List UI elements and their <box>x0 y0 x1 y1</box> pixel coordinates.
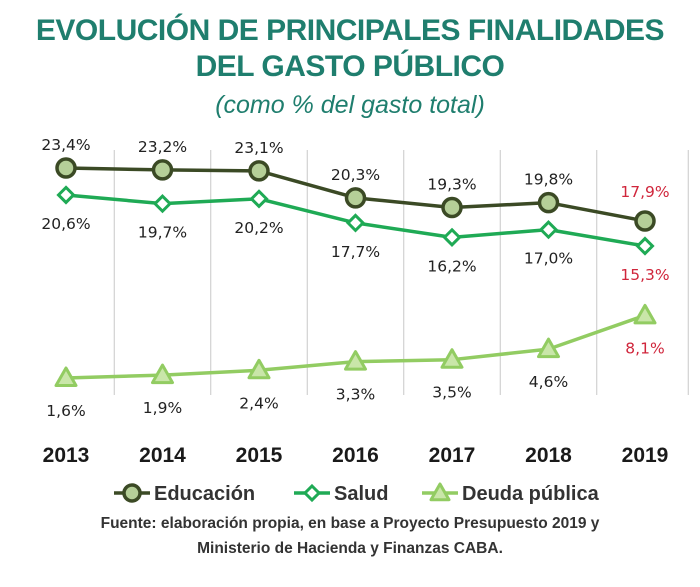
data-label-deuda-publica: 4,6% <box>529 373 568 391</box>
legend-marker-deuda-publica <box>429 482 451 502</box>
chart-subtitle: (como % del gasto total) <box>215 91 485 119</box>
point-educacion <box>151 159 174 181</box>
point-deuda-publica <box>344 350 367 371</box>
source-note-line1: Fuente: elaboración propia, en base a Pr… <box>100 515 600 532</box>
x-tick-label: 2018 <box>525 444 572 467</box>
data-label-salud: 17,0% <box>524 250 573 268</box>
point-salud <box>442 227 462 247</box>
point-deuda-publica <box>440 348 464 369</box>
x-tick-label: 2016 <box>332 444 379 467</box>
data-label-educacion: 23,2% <box>138 138 187 156</box>
point-educacion <box>248 160 270 182</box>
point-deuda-publica <box>54 366 78 387</box>
x-tick-label: 2015 <box>236 444 283 467</box>
point-educacion <box>441 196 463 219</box>
point-educacion <box>344 187 367 209</box>
point-salud <box>635 236 655 256</box>
point-salud <box>56 185 76 205</box>
point-educacion <box>55 157 77 179</box>
data-label-deuda-publica: 1,9% <box>143 399 182 417</box>
data-label-salud: 16,2% <box>427 257 476 275</box>
x-tick-label: 2013 <box>43 444 90 467</box>
point-salud <box>538 220 559 240</box>
data-label-educacion: 19,3% <box>427 175 476 193</box>
data-label-deuda-publica: 3,3% <box>336 386 375 404</box>
x-tick-label: 2019 <box>622 444 669 467</box>
x-tick-label: 2017 <box>429 444 476 467</box>
legend-label-deuda-publica: Deuda pública <box>462 483 600 505</box>
source-note-line2: Ministerio de Hacienda y Finanzas CABA. <box>197 540 503 557</box>
data-label-salud: 20,6% <box>41 215 90 233</box>
data-label-salud: 19,7% <box>138 224 187 242</box>
data-label-educacion: 23,1% <box>234 139 283 157</box>
x-tick-label: 2014 <box>139 444 186 467</box>
legend-marker-educacion <box>122 483 142 503</box>
point-salud <box>152 194 173 214</box>
data-label-educacion: 19,8% <box>524 171 573 189</box>
data-label-educacion: 23,4% <box>41 136 90 154</box>
chart-title-line2: DEL GASTO PÚBLICO <box>195 50 505 83</box>
point-deuda-publica <box>633 303 657 325</box>
legend-marker-salud <box>302 483 322 503</box>
data-label-deuda-publica: 1,6% <box>46 402 85 420</box>
data-label-deuda-publica: 8,1% <box>625 339 664 357</box>
data-label-salud: 20,2% <box>234 219 283 237</box>
point-deuda-publica <box>151 363 174 385</box>
point-salud <box>345 213 366 233</box>
data-label-deuda-publica: 2,4% <box>239 394 278 412</box>
point-deuda-publica <box>537 337 560 359</box>
legend-label-salud: Salud <box>334 483 388 505</box>
legend-label-educacion: Educación <box>154 483 255 505</box>
data-label-educacion: 17,9% <box>620 183 669 201</box>
data-label-deuda-publica: 3,5% <box>432 384 471 402</box>
data-label-salud: 17,7% <box>331 243 380 261</box>
chart-title-line1: EVOLUCIÓN DE PRINCIPALES FINALIDADES <box>35 14 665 47</box>
data-label-salud: 15,3% <box>620 266 669 284</box>
point-educacion <box>634 210 656 232</box>
point-deuda-publica <box>247 358 271 380</box>
point-educacion <box>537 191 560 214</box>
data-label-educacion: 20,3% <box>331 166 380 184</box>
point-salud <box>249 189 269 209</box>
